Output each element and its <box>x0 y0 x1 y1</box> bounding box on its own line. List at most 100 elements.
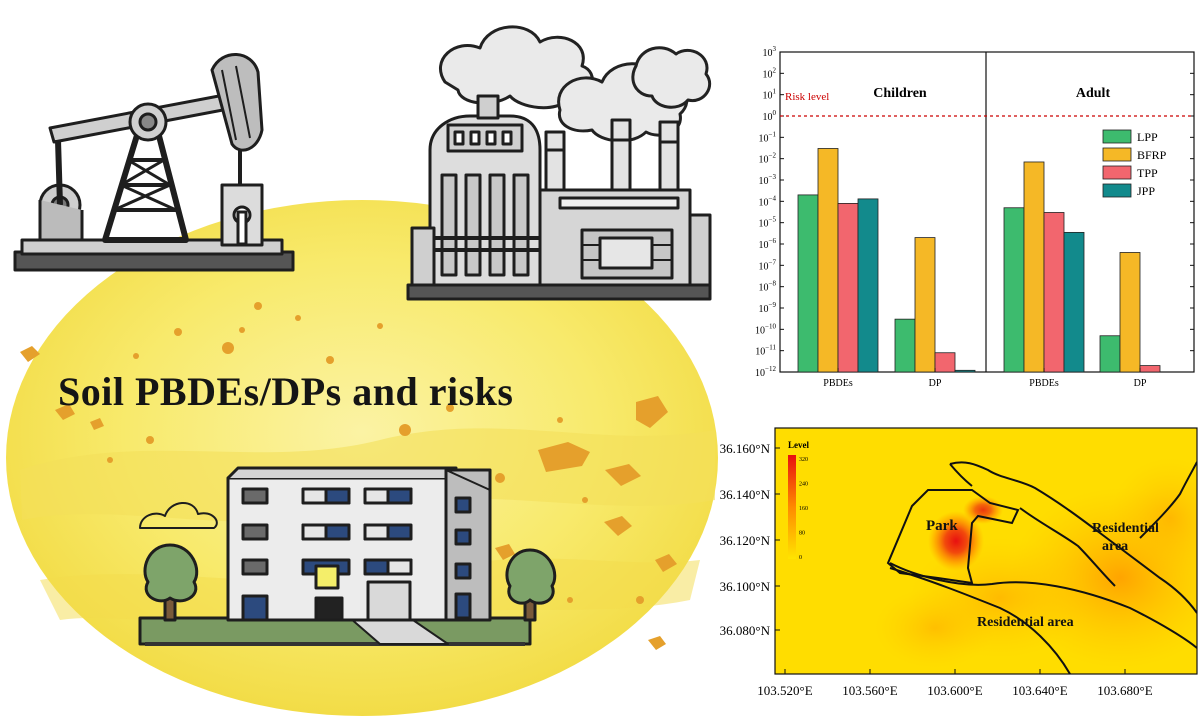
map-frame <box>774 427 1198 675</box>
y-tick-exponent: −8 <box>769 280 777 288</box>
x-category-label: PBDEs <box>1029 378 1059 389</box>
y-tick-exponent: −5 <box>769 216 777 224</box>
y-tick-base: 10 <box>755 325 765 336</box>
bar-tpp <box>1043 212 1065 373</box>
panel-label-children: Children <box>873 86 927 101</box>
y-tick-exponent: −12 <box>765 365 776 373</box>
colorbar-title: Level <box>788 440 809 450</box>
bar-lpp <box>894 318 916 373</box>
bar-chart-frame <box>779 51 1195 373</box>
colorbar-tick-label: 0 <box>799 555 802 561</box>
y-tick-exponent: −1 <box>769 130 777 138</box>
y-tick-label: 100 <box>763 109 777 123</box>
y-axis-label: 36.080°N <box>720 623 771 638</box>
bar-jpp <box>1063 231 1085 373</box>
legend-label-tpp: TPP <box>1137 166 1158 180</box>
y-tick-exponent: −7 <box>769 258 777 266</box>
y-tick-base: 10 <box>755 347 765 358</box>
chemical-factory-icon <box>406 25 712 301</box>
y-tick-exponent: 2 <box>773 66 777 74</box>
cloud-icon <box>139 502 218 529</box>
legend-swatch-lpp <box>1102 129 1132 144</box>
bar-bfrp <box>1023 161 1045 373</box>
y-axis-label: 36.120°N <box>720 533 771 548</box>
y-axis-label: 36.160°N <box>720 441 771 456</box>
illustration-scene <box>6 25 718 716</box>
bar-jpp <box>954 369 976 373</box>
bar-tpp <box>1139 365 1161 373</box>
tree-icon <box>143 543 199 622</box>
bar-bfrp <box>914 237 936 373</box>
colorbar-tick-label: 240 <box>799 482 808 488</box>
residential-building-icon <box>138 466 557 646</box>
colorbar-tick-label: 160 <box>799 506 808 512</box>
bar-chart-legend: LPP BFRP TPP JPP <box>1102 129 1167 198</box>
colorbar-tick-label: 320 <box>799 457 808 463</box>
tree-icon <box>505 548 557 622</box>
y-tick-label: 10−11 <box>755 344 776 358</box>
y-tick-exponent: −4 <box>769 194 777 202</box>
x-category-label: DP <box>1134 378 1147 389</box>
risk-level-label: Risk level <box>785 91 829 103</box>
y-tick-base: 10 <box>763 48 773 59</box>
region-label-residential-line2: area <box>1102 539 1128 554</box>
legend-label-jpp: JPP <box>1137 184 1155 198</box>
colorbar <box>788 455 796 559</box>
bar-lpp <box>797 194 819 373</box>
bar-tpp <box>837 203 859 373</box>
y-tick-label: 10−10 <box>755 322 776 336</box>
x-axis-label: 103.680°E <box>1097 683 1152 698</box>
y-tick-label: 10−12 <box>755 365 776 379</box>
y-tick-base: 10 <box>759 133 769 144</box>
y-tick-exponent: −11 <box>765 344 776 352</box>
soil-particles <box>20 302 677 650</box>
y-axis-label: 36.140°N <box>720 487 771 502</box>
region-label-park: Park <box>926 518 958 534</box>
legend-label-bfrp: BFRP <box>1137 148 1167 162</box>
y-tick-base: 10 <box>759 176 769 187</box>
y-tick-base: 10 <box>759 155 769 166</box>
y-tick-label: 10−6 <box>759 237 777 251</box>
page-title: Soil PBDEs/DPs and risks <box>58 369 514 414</box>
legend-swatch-jpp <box>1102 183 1132 198</box>
y-tick-base: 10 <box>763 91 773 102</box>
x-axis-label: 103.520°E <box>757 683 812 698</box>
oil-pump-jack-icon <box>13 53 295 272</box>
x-axis-label: 103.560°E <box>842 683 897 698</box>
y-tick-base: 10 <box>759 240 769 251</box>
risk-bar-chart: 10310210110010−110−210−310−410−510−610−7… <box>755 45 1195 389</box>
region-label-residential-east: Residential area <box>1092 521 1162 554</box>
bar-tpp <box>934 352 956 373</box>
y-tick-base: 10 <box>759 219 769 230</box>
colorbar-tick-label: 80 <box>799 531 805 537</box>
y-tick-label: 103 <box>763 45 777 59</box>
y-tick-exponent: 1 <box>773 88 777 96</box>
region-label-residential-line1: Residential <box>1092 521 1159 536</box>
y-tick-exponent: −10 <box>765 322 776 330</box>
y-tick-exponent: 0 <box>773 109 777 117</box>
y-tick-exponent: −3 <box>769 173 777 181</box>
y-tick-exponent: 3 <box>773 45 777 53</box>
y-tick-label: 102 <box>763 66 777 80</box>
bar-bfrp <box>1119 252 1141 373</box>
y-axis-label: 36.100°N <box>720 579 771 594</box>
y-tick-base: 10 <box>763 112 773 123</box>
y-tick-label: 10−7 <box>759 258 777 272</box>
y-tick-base: 10 <box>759 283 769 294</box>
x-axis-label: 103.640°E <box>1012 683 1067 698</box>
bar-jpp <box>857 198 879 373</box>
region-label-residential-south: Residential area <box>977 615 1074 630</box>
bar-lpp <box>1099 335 1121 373</box>
legend-swatch-tpp <box>1102 165 1132 180</box>
concentration-map: Level 320 240 160 80 0 Park Residential area… <box>720 427 1198 698</box>
y-tick-base: 10 <box>759 261 769 272</box>
region-boundaries <box>886 461 1197 674</box>
y-tick-label: 101 <box>763 88 777 102</box>
y-tick-label: 10−1 <box>759 130 777 144</box>
bar-bfrp <box>817 148 839 373</box>
y-tick-label: 10−9 <box>759 301 777 315</box>
y-tick-label: 10−5 <box>759 216 777 230</box>
y-tick-exponent: −9 <box>769 301 777 309</box>
y-tick-base: 10 <box>763 69 773 80</box>
x-category-label: DP <box>929 378 942 389</box>
